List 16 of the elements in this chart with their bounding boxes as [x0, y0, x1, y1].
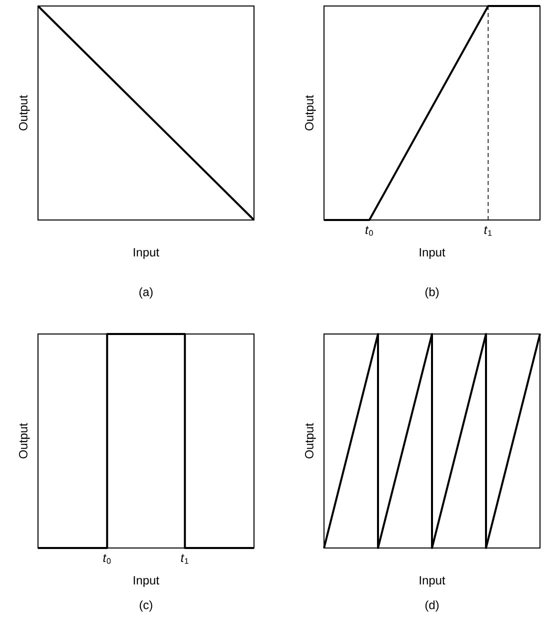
y-axis-title: Output — [18, 423, 30, 458]
x-tick-label: t$_{1}$ — [484, 226, 492, 236]
x-tick-label: t$_{0}$ — [366, 226, 373, 236]
text: (c) — [140, 600, 152, 612]
x-axis-title: Input — [420, 248, 446, 259]
y-axis-title: Output — [304, 423, 316, 458]
x-tick-label: t$_{0}$ — [103, 554, 111, 564]
y-axis-title: Output — [304, 95, 316, 130]
text: (a) — [139, 287, 153, 299]
x-axis-title: Input — [134, 576, 160, 587]
x-axis-title: Input — [420, 576, 446, 587]
text: (d) — [425, 600, 439, 612]
x-tick-label: t$_{1}$ — [181, 554, 188, 564]
text: (b) — [425, 287, 439, 299]
x-axis-title: Input — [134, 248, 160, 259]
y-axis-title: Output — [18, 95, 30, 130]
